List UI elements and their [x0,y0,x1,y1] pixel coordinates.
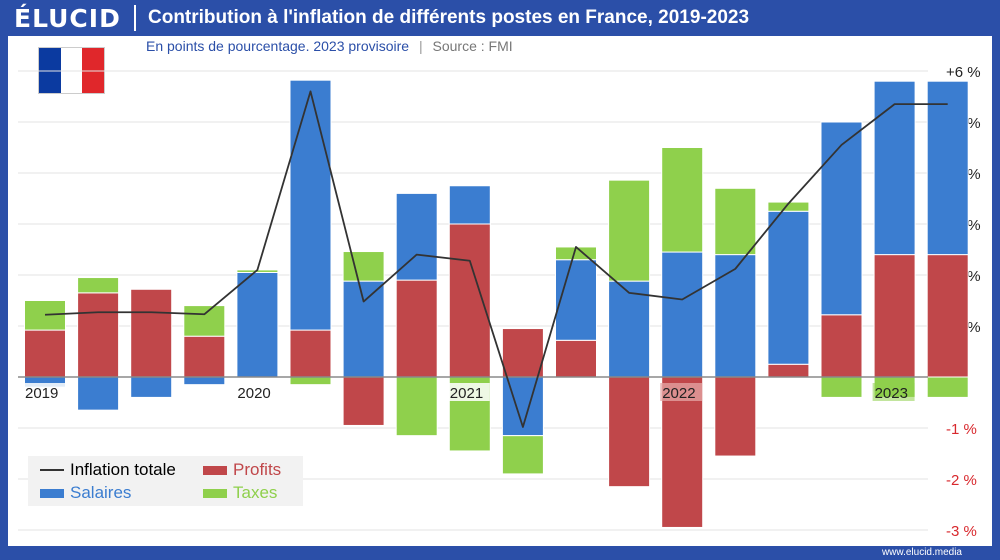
bar-profits [608,376,651,488]
legend: Inflation totale Profits Salaires Taxes [28,456,303,506]
legend-swatch-profits [203,465,227,475]
bar-salaires [767,210,810,365]
year-label: 2021 [450,385,483,402]
bar-taxes [24,300,66,331]
year-label-bg [660,383,703,401]
legend-item-taxes: Taxes [203,483,277,503]
header-bar: ÉLUCID Contribution à l'inflation de dif… [0,0,1000,36]
legend-swatch-taxes [203,488,227,498]
bar-taxes [661,147,704,253]
bar-profits [342,376,385,426]
subtitle-separator: | [418,38,423,54]
legend-label-inflation: Inflation totale [70,460,176,479]
header-separator [134,5,136,31]
bar-salaires [236,271,279,378]
brand-logo[interactable]: ÉLUCID [14,3,121,33]
bar-profits [555,339,597,378]
chart-title: Contribution à l'inflation de différents… [148,7,750,28]
bar-profits [926,254,969,378]
year-label: 2023 [875,385,908,402]
y-tick-label: -1 % [946,421,977,438]
bar-salaires [289,79,332,331]
bar-taxes [342,251,385,282]
bar-taxes [767,201,810,212]
bar-salaires [926,80,969,256]
y-tick-label: -3 % [946,523,977,540]
bar-salaires [342,280,385,378]
bar-salaires [130,376,173,398]
bar-profits [183,335,226,378]
bar-taxes [820,376,863,398]
legend-line-swatch [40,469,64,471]
legend-label-salaires: Salaires [70,483,132,502]
bar-profits [873,254,916,378]
year-label-bg [23,383,65,401]
bar-salaires [448,185,491,225]
legend-label-profits: Profits [233,460,282,479]
bar-taxes [501,435,544,475]
footer-bar [0,546,1000,560]
bar-taxes [608,179,651,282]
bar-salaires [183,376,226,386]
bar-profits [448,223,491,378]
bar-taxes [77,277,120,294]
year-label: 2020 [237,385,270,402]
site-url[interactable]: www.elucid.media [881,547,962,558]
bar-taxes [714,187,757,256]
bar-profits [820,314,863,378]
year-label-bg [872,383,915,401]
year-label-bg [235,383,278,401]
y-tick-label: +6 % [946,64,981,81]
bar-taxes [926,376,969,398]
inflation-line [44,90,948,428]
legend-item-salaires: Salaires [40,483,131,503]
bar-salaires [820,121,863,316]
legend-item-profits: Profits [203,460,281,480]
year-label: 2022 [662,385,695,402]
subtitle-text: En points de pourcentage. 2023 provisoir… [146,38,410,54]
bar-taxes [395,376,438,437]
bar-taxes [183,305,226,337]
bar-salaires [661,251,704,378]
legend-label-taxes: Taxes [233,483,278,502]
bar-profits [289,329,332,378]
y-tick-label: -2 % [946,472,977,489]
bar-taxes [289,376,332,386]
bar-salaires [873,80,916,256]
bar-profits [661,376,704,528]
bar-salaires [77,376,120,411]
source-text: Source : FMI [432,38,513,54]
bar-profits [714,376,757,457]
legend-swatch-salaires [40,488,64,498]
year-label: 2019 [25,385,58,402]
bar-profits [767,363,810,378]
bar-salaires [555,259,597,341]
bar-profits [501,328,544,378]
year-label-bg [447,383,490,401]
bar-profits [130,288,173,378]
legend-item-inflation: Inflation totale [40,460,176,480]
chart-subtitle: En points de pourcentage. 2023 provisoir… [146,38,513,54]
bar-salaires [714,254,757,378]
bar-profits [77,292,120,378]
bar-profits [395,279,438,378]
bar-profits [24,329,66,378]
